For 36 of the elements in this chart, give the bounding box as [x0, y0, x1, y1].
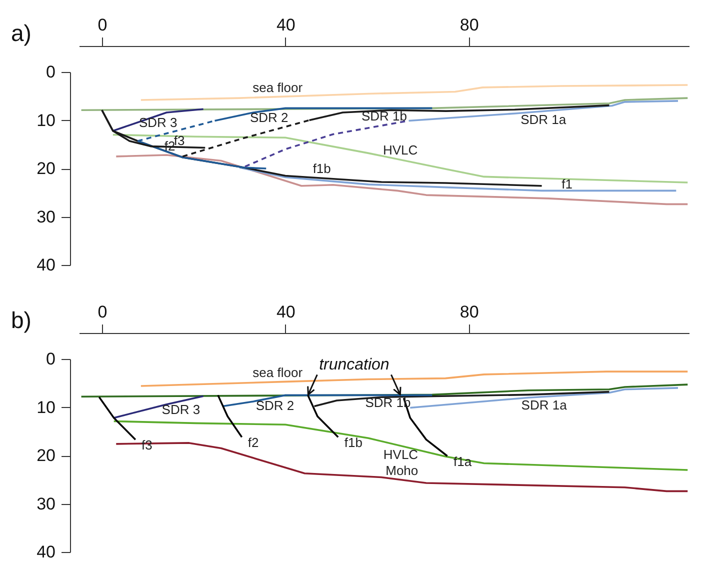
y-tick-label: 20: [36, 446, 56, 465]
x-tick-label: 40: [276, 302, 296, 322]
series-label: SDR 3: [162, 402, 200, 418]
series-label: SDR 2: [256, 398, 294, 414]
y-tick-label: 0: [46, 350, 56, 368]
series-label: sea floor: [252, 364, 304, 380]
series-label: SDR 1b: [361, 108, 407, 124]
x-tick-label: 80: [460, 16, 479, 34]
y-tick-label: 10: [36, 110, 56, 130]
chart-title: a): [11, 20, 32, 46]
series-label: SDR 2: [250, 110, 288, 126]
x-tick-label: 80: [460, 302, 479, 322]
y-tick-label: 0: [46, 62, 56, 82]
series-label: f1b: [344, 435, 362, 450]
series-label: sea floor: [252, 80, 304, 95]
y-tick-label: 40: [36, 542, 56, 562]
series-label: SDR 1a: [521, 398, 568, 413]
x-tick-label: 0: [98, 16, 108, 34]
y-tick-label: 20: [36, 159, 56, 178]
series-label: SDR 1a: [520, 112, 567, 128]
series-label: f2: [248, 435, 259, 450]
series-label: HVLC: [383, 446, 418, 462]
x-tick-label: 0: [98, 302, 108, 322]
series-label: Moho: [386, 462, 418, 478]
y-tick-label: 40: [36, 256, 56, 274]
series-label: SDR 3: [138, 115, 178, 130]
y-tick-label: 30: [36, 207, 56, 226]
y-tick-label: 30: [36, 494, 56, 514]
chart-title: b): [11, 307, 32, 333]
series-label: f1: [562, 176, 572, 192]
series-label: f3: [174, 133, 185, 148]
series-label: HVLC: [382, 142, 418, 158]
y-tick-label: 10: [36, 398, 56, 417]
x-tick-label: 40: [276, 16, 296, 34]
annotation: truncation: [319, 356, 390, 374]
series-label: f1b: [312, 161, 331, 176]
